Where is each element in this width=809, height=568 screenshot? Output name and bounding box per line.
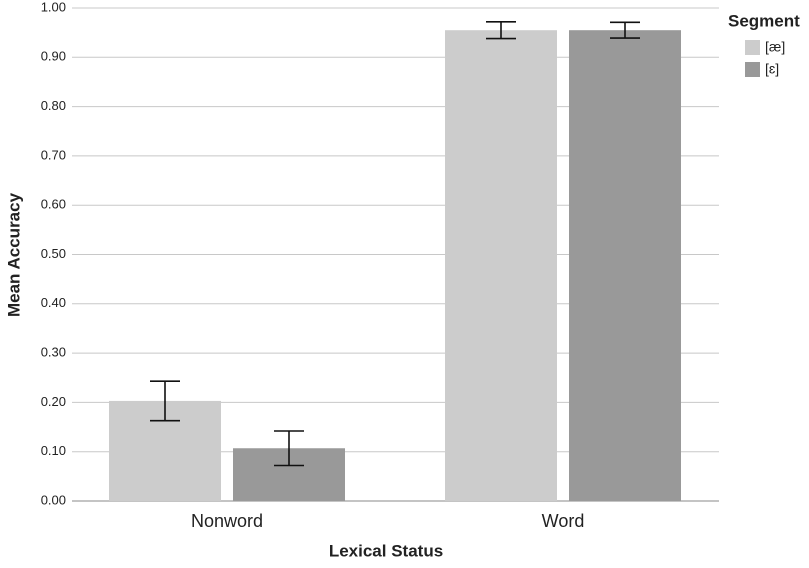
y-tick-label: 0.30 <box>41 345 66 360</box>
error-bar <box>486 21 516 40</box>
y-tick-label: 0.50 <box>41 246 66 261</box>
y-tick-label: 0.60 <box>41 197 66 212</box>
y-tick-label: 0.20 <box>41 394 66 409</box>
y-tick-label: 0.80 <box>41 98 66 113</box>
error-bar <box>610 21 640 39</box>
x-axis-title: Lexical Status <box>329 541 443 560</box>
legend-swatch <box>745 62 760 77</box>
legend-title: Segment <box>728 11 800 30</box>
x-tick-label: Nonword <box>191 511 263 531</box>
y-tick-label: 0.10 <box>41 443 66 458</box>
x-tick-label: Word <box>542 511 585 531</box>
y-tick-label: 0.70 <box>41 147 66 162</box>
y-tick-label: 1.00 <box>41 0 66 14</box>
y-tick-label: 0.40 <box>41 295 66 310</box>
bar <box>569 30 681 502</box>
legend-label: [æ] <box>765 39 785 55</box>
error-bar <box>274 430 304 467</box>
legend-swatch <box>745 40 760 55</box>
bar <box>445 30 557 502</box>
y-tick-label: 0.00 <box>41 492 66 507</box>
error-bar <box>150 380 180 422</box>
y-axis-title: Mean Accuracy <box>4 192 23 317</box>
legend-label: [ɛ] <box>765 61 779 77</box>
y-tick-label: 0.90 <box>41 49 66 64</box>
